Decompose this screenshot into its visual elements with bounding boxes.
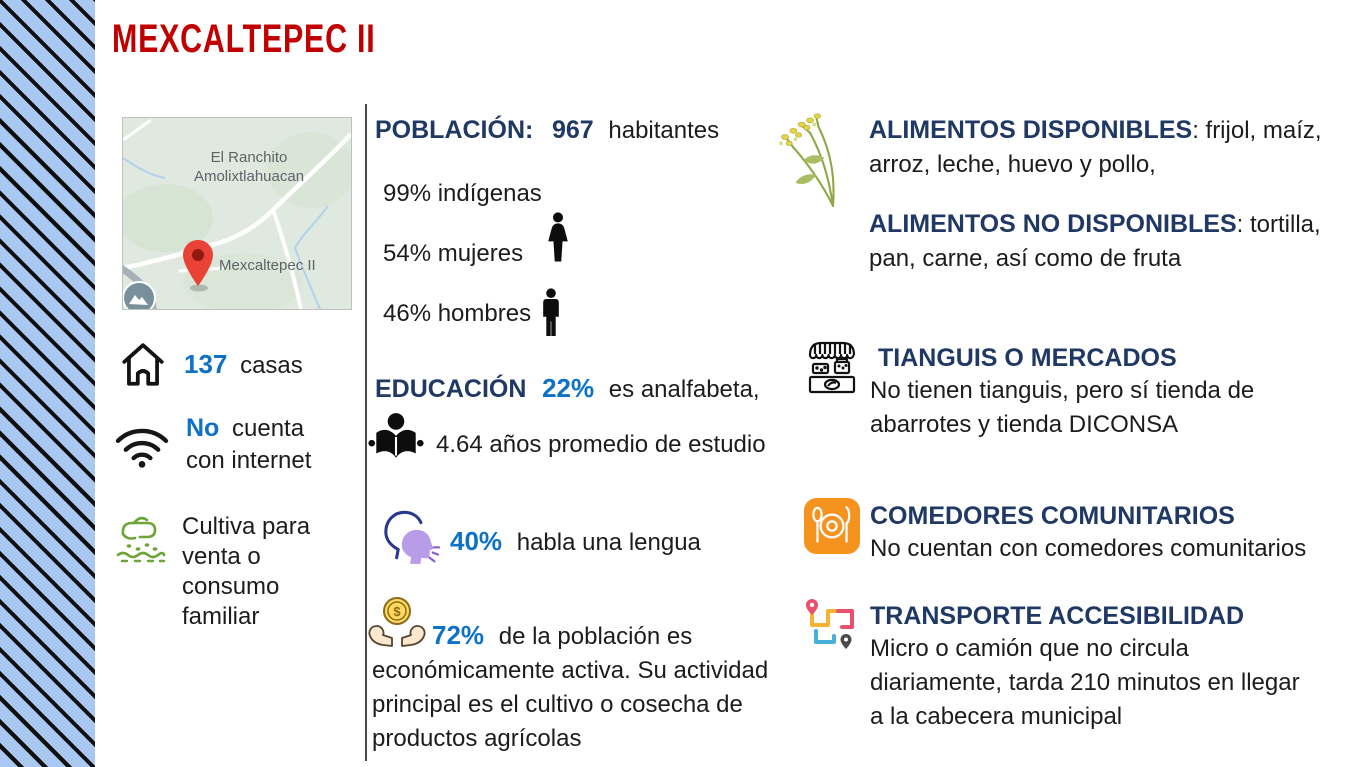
economy-line1: de la población es: [498, 623, 693, 650]
language-text-row: 40% habla una lengua: [450, 504, 701, 560]
internet-text-line2: con internet: [186, 447, 312, 474]
men-stat: 46% hombres: [383, 300, 532, 327]
women-stat: 54% mujeres: [383, 240, 524, 267]
food-unavailable-block: ALIMENTOS NO DISPONIBLES: tortilla, pan,…: [869, 207, 1359, 276]
wifi-icon: [115, 428, 169, 468]
transport-heading: TRANSPORTE ACCESIBILIDAD: [870, 602, 1245, 630]
page-title: MEXCALTEPEC II: [112, 17, 376, 61]
food-available-line1: : frijol, maíz,: [1192, 117, 1322, 144]
internet-stat: No cuenta con internet: [112, 412, 311, 477]
map-place-label-line1: El Ranchito: [211, 149, 288, 166]
population-value: 967: [552, 116, 594, 144]
map-image: El Ranchito Amolixtlahuacan Mexcaltepec …: [117, 118, 355, 315]
population-heading-row: POBLACIÓN: 967 habitantes: [375, 113, 719, 148]
internet-value: No: [186, 414, 220, 442]
language-value: 40%: [450, 526, 503, 556]
language-row: 40% habla una lengua: [376, 504, 701, 566]
comedores-icon: [804, 498, 860, 554]
map-place-label-line2: Amolixtlahuacan: [194, 168, 304, 185]
education-heading: EDUCACIÓN: [375, 375, 527, 403]
woman-icon: [548, 212, 568, 262]
market-stall-icon: [808, 341, 856, 394]
location-map: El Ranchito Amolixtlahuacan Mexcaltepec …: [117, 117, 355, 315]
food-available-line2: arroz, leche, huevo y pollo,: [869, 151, 1156, 178]
internet-text-line1: cuenta: [232, 415, 305, 442]
houses-value: 137: [184, 349, 228, 379]
vertical-divider: [365, 104, 367, 761]
agriculture-line: venta o: [182, 543, 261, 570]
house-icon: [122, 343, 164, 386]
coin-symbol: $: [393, 604, 401, 619]
food-available-block: ALIMENTOS DISPONIBLES: frijol, maíz, arr…: [869, 113, 1359, 182]
transport-line: diariamente, tarda 210 minutos en llegar: [870, 669, 1300, 696]
map-pin-icon: [183, 240, 213, 286]
houses-label: casas: [240, 352, 303, 379]
markets-line: abarrotes y tienda DICONSA: [870, 411, 1179, 438]
education-years-row: 4.64 años promedio de estudio: [368, 412, 766, 464]
reading-person-icon: [368, 413, 424, 458]
sowing-hand-icon: [116, 516, 166, 563]
decorative-side-pattern: [0, 0, 95, 767]
map-peak-icon: [122, 281, 156, 315]
economy-value: 72%: [432, 620, 485, 650]
education-heading-row: EDUCACIÓN 22% es analfabeta,: [375, 371, 760, 407]
economy-line: productos agrícolas: [372, 725, 582, 752]
speaking-heads-icon: [384, 510, 440, 564]
education-suffix: es analfabeta,: [608, 376, 760, 403]
markets-heading: TIANGUIS O MERCADOS: [878, 344, 1177, 372]
food-available-heading: ALIMENTOS DISPONIBLES: [869, 116, 1193, 144]
economy-line: económicamente activa. Su actividad: [372, 657, 769, 684]
houses-stat: 137 casas: [118, 340, 303, 390]
markets-line: No tienen tianguis, pero sí tienda de: [870, 377, 1255, 404]
food-unavailable-line1: : tortilla,: [1236, 211, 1321, 238]
food-unavailable-heading: ALIMENTOS NO DISPONIBLES: [869, 210, 1237, 238]
population-heading: POBLACIÓN:: [375, 116, 534, 144]
education-value: 22%: [542, 373, 595, 403]
transport-line: Micro o camión que no circula: [870, 635, 1189, 662]
language-suffix: habla una lengua: [516, 529, 701, 556]
population-suffix: habitantes: [608, 117, 720, 144]
agriculture-line: familiar: [182, 603, 260, 630]
agriculture-stat: Cultiva para venta o consumo familiar: [114, 502, 310, 632]
kitchens-heading: COMEDORES COMUNITARIOS: [870, 502, 1235, 530]
indigenous-stat: 99% indígenas: [383, 180, 542, 207]
agriculture-line: consumo: [182, 573, 280, 600]
hands-coin-icon: $: [368, 597, 426, 647]
food-unavailable-line2: pan, carne, así como de fruta: [869, 245, 1182, 272]
man-icon: [543, 288, 559, 336]
map-pin-label: Mexcaltepec II: [219, 257, 316, 274]
route-map-icon: [806, 599, 854, 649]
economy-line: principal es el cultivo o cosecha de: [372, 691, 743, 718]
transport-line: a la cabecera municipal: [870, 703, 1123, 730]
flower-icon: [778, 113, 835, 207]
agriculture-line: Cultiva para: [182, 513, 311, 540]
education-years-text: 4.64 años promedio de estudio: [436, 431, 766, 458]
kitchens-text: No cuentan con comedores comunitarios: [870, 535, 1307, 562]
